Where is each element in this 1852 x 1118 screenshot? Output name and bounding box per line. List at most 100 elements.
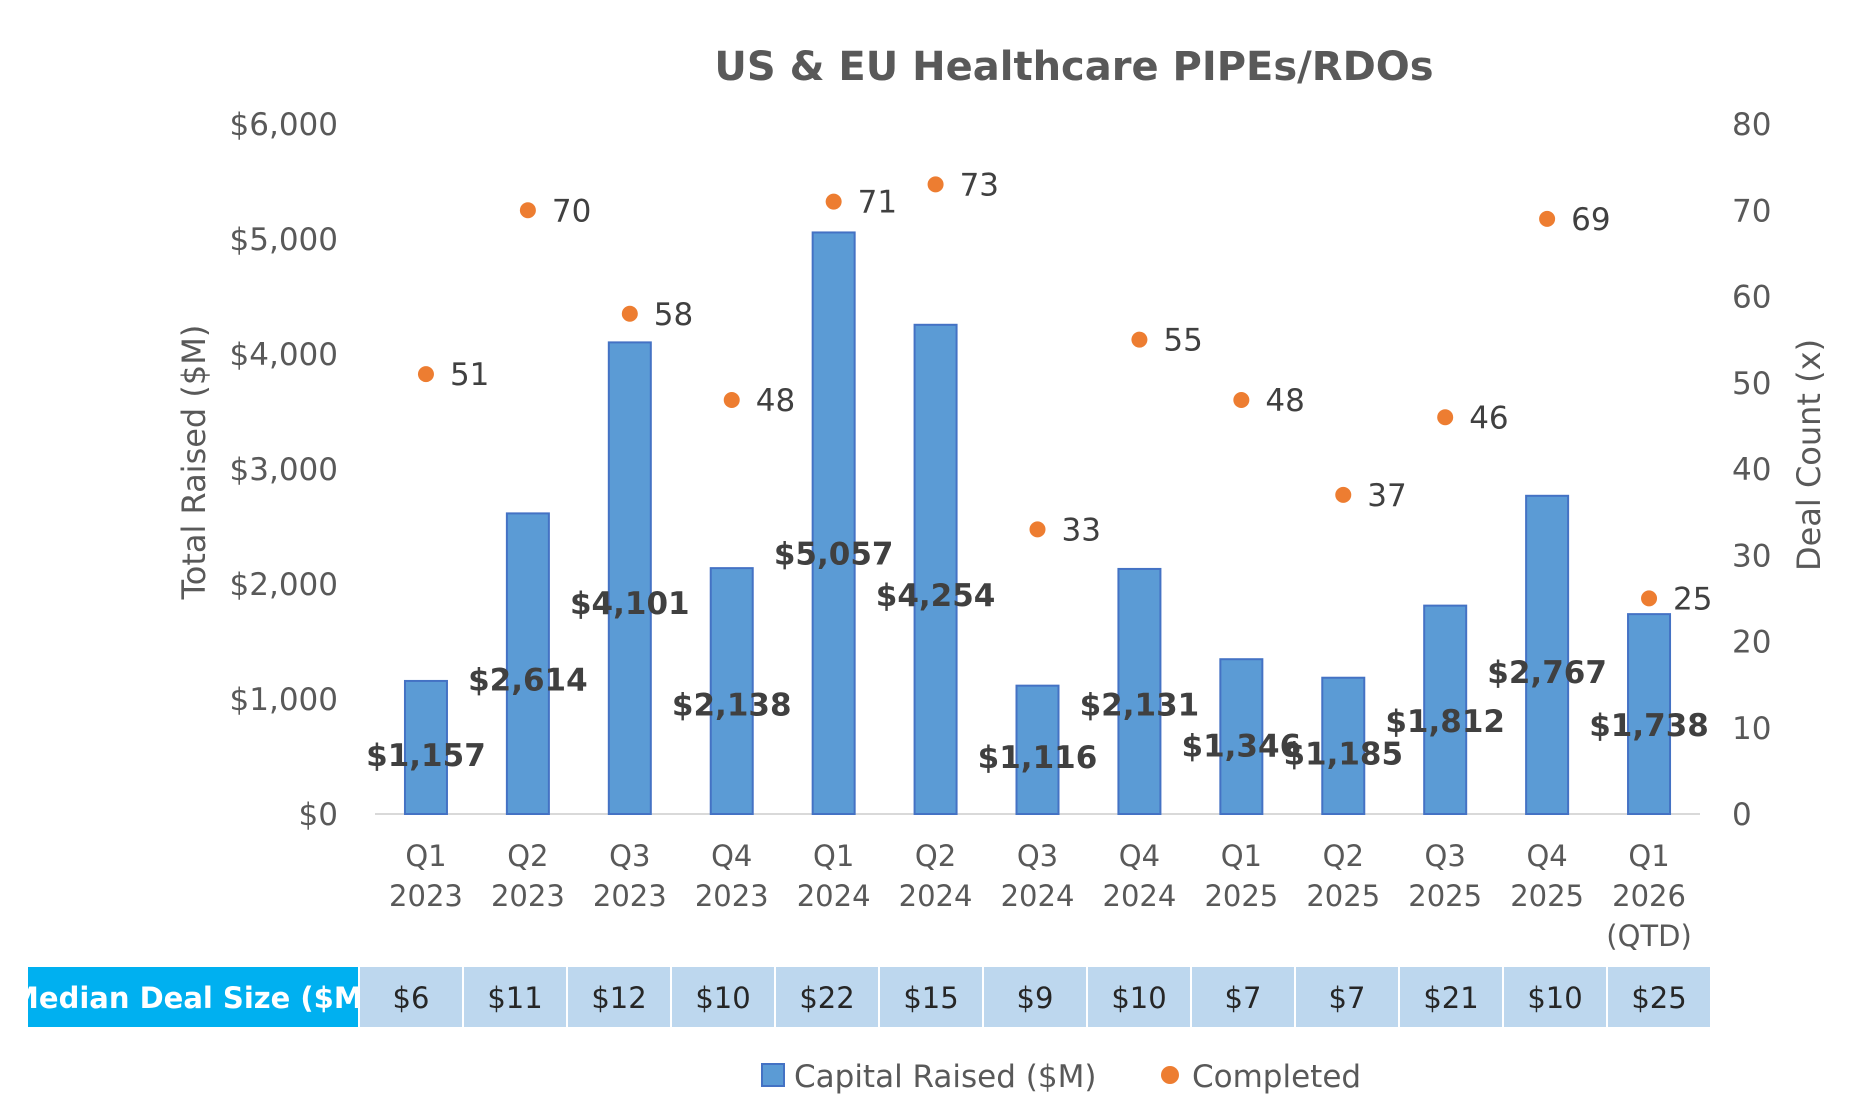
dots-layer bbox=[417, 176, 1658, 607]
bar-data-label: $2,767 bbox=[1487, 655, 1607, 691]
table-cell bbox=[1400, 967, 1502, 1027]
x-tick-label: Q1 bbox=[1628, 839, 1669, 873]
legend: Capital Raised ($M) Completed bbox=[761, 1059, 1361, 1095]
completed-point bbox=[1437, 409, 1454, 426]
table-cell bbox=[464, 967, 566, 1027]
x-tick-label: Q4 bbox=[1526, 839, 1567, 873]
y2-axis-title: Deal Count (x) bbox=[1790, 339, 1828, 571]
point-data-label: 73 bbox=[960, 167, 999, 203]
x-tick-label: 2024 bbox=[797, 879, 871, 913]
bar-data-label: $1,116 bbox=[978, 740, 1098, 776]
x-tick-label: 2024 bbox=[1103, 879, 1177, 913]
table-cell-value: $9 bbox=[1017, 981, 1054, 1015]
x-tick-label: Q1 bbox=[813, 839, 854, 873]
point-data-label: 48 bbox=[1265, 383, 1304, 419]
table-cell bbox=[776, 967, 878, 1027]
x-tick-label: 2023 bbox=[491, 879, 565, 913]
y2-tick-label: 40 bbox=[1732, 452, 1771, 488]
x-tick-label: Q2 bbox=[915, 839, 956, 873]
completed-point bbox=[1641, 590, 1658, 607]
point-data-label: 25 bbox=[1673, 581, 1712, 617]
y2-tick-label: 30 bbox=[1732, 538, 1771, 574]
table-cell bbox=[984, 967, 1086, 1027]
bar bbox=[1117, 567, 1162, 815]
legend-swatch-bar bbox=[761, 1063, 785, 1087]
y2-tick-label: 60 bbox=[1732, 280, 1771, 316]
x-tick-label: Q2 bbox=[1323, 839, 1364, 873]
y2-tick-label: 70 bbox=[1732, 193, 1771, 229]
labels-layer: $1,157 $2,614 $4,101 $2,138 $5,057 $4,254 $1,1… bbox=[366, 167, 1712, 776]
bar-data-label: $4,254 bbox=[876, 578, 996, 614]
y-tick-label: $5,000 bbox=[230, 222, 338, 258]
x-tick-label: 2023 bbox=[593, 879, 667, 913]
y-tick-label: $2,000 bbox=[230, 567, 338, 603]
x-tick-label: Q3 bbox=[609, 839, 650, 873]
bar bbox=[1015, 684, 1060, 815]
bar-data-label: $2,138 bbox=[672, 687, 792, 723]
bar bbox=[811, 231, 856, 815]
bar bbox=[1525, 494, 1570, 815]
bar-data-label: $1,346 bbox=[1182, 728, 1302, 764]
point-data-label: 71 bbox=[858, 185, 897, 221]
point-data-label: 37 bbox=[1367, 478, 1406, 514]
point-data-label: 46 bbox=[1469, 400, 1508, 436]
table-cell bbox=[1296, 967, 1398, 1027]
completed-point bbox=[417, 366, 434, 383]
x-tick-label: 2025 bbox=[1306, 879, 1380, 913]
table-cell-value: $10 bbox=[1527, 981, 1582, 1015]
bar-data-label: $1,185 bbox=[1283, 737, 1403, 773]
table-cell-value: $10 bbox=[1111, 981, 1166, 1015]
completed-point bbox=[825, 193, 842, 210]
completed-point bbox=[621, 305, 638, 322]
y-tick-label: $0 bbox=[299, 797, 338, 833]
table-cell-value: $25 bbox=[1631, 981, 1686, 1015]
table-cell bbox=[880, 967, 982, 1027]
table-cell-value: $10 bbox=[695, 981, 750, 1015]
median-deal-size-table: Median Deal Size ($M) $6 $11 $12 $10 $22 $15 $9… bbox=[10, 967, 1710, 1027]
completed-point bbox=[1335, 486, 1352, 503]
y2-tick-label: 0 bbox=[1732, 797, 1752, 833]
x-tick-label: Q4 bbox=[1119, 839, 1160, 873]
completed-point bbox=[927, 176, 944, 193]
y-axis-title: Total Raised ($M) bbox=[175, 325, 213, 601]
completed-point bbox=[723, 392, 740, 408]
bar bbox=[1321, 676, 1366, 815]
x-tick-label: Q2 bbox=[507, 839, 548, 873]
point-data-label: 55 bbox=[1163, 323, 1202, 359]
bar-data-label: $5,057 bbox=[774, 536, 894, 572]
bar-data-label: $1,812 bbox=[1385, 704, 1505, 740]
bar bbox=[709, 567, 754, 815]
x-tick-label: 2025 bbox=[1510, 879, 1584, 913]
y2-tick-label: 20 bbox=[1732, 625, 1771, 661]
y-tick-label: $3,000 bbox=[230, 452, 338, 488]
x-tick-label: Q3 bbox=[1425, 839, 1466, 873]
bar-data-label: $1,157 bbox=[366, 738, 486, 774]
bar bbox=[403, 679, 448, 815]
legend-swatch-dot bbox=[1161, 1066, 1179, 1084]
bar-data-label: $2,131 bbox=[1080, 688, 1200, 724]
x-tick-label: 2024 bbox=[1001, 879, 1075, 913]
point-data-label: 58 bbox=[654, 297, 693, 333]
table-cell-value: $15 bbox=[903, 981, 958, 1015]
point-data-label: 33 bbox=[1062, 512, 1101, 548]
table-cell bbox=[568, 967, 670, 1027]
y-tick-label: $4,000 bbox=[230, 337, 338, 373]
point-data-label: 51 bbox=[450, 357, 489, 393]
bar bbox=[505, 512, 550, 815]
table-cell-value: $12 bbox=[591, 981, 646, 1015]
completed-point bbox=[1539, 210, 1556, 227]
point-data-label: 69 bbox=[1571, 202, 1610, 238]
legend-label-dot: Completed bbox=[1192, 1059, 1361, 1095]
x-tick-label: 2023 bbox=[389, 879, 463, 913]
completed-point bbox=[1029, 521, 1046, 538]
table-cell bbox=[1504, 967, 1606, 1027]
x-tick-label: (QTD) bbox=[1606, 919, 1692, 953]
point-data-label: 70 bbox=[552, 193, 591, 229]
table-cell bbox=[1192, 967, 1294, 1027]
table-cell bbox=[1088, 967, 1190, 1027]
x-tick-label: Q1 bbox=[405, 839, 446, 873]
completed-point bbox=[519, 202, 536, 219]
x-tick-label: Q1 bbox=[1221, 839, 1262, 873]
legend-label-bar: Capital Raised ($M) bbox=[794, 1059, 1096, 1095]
